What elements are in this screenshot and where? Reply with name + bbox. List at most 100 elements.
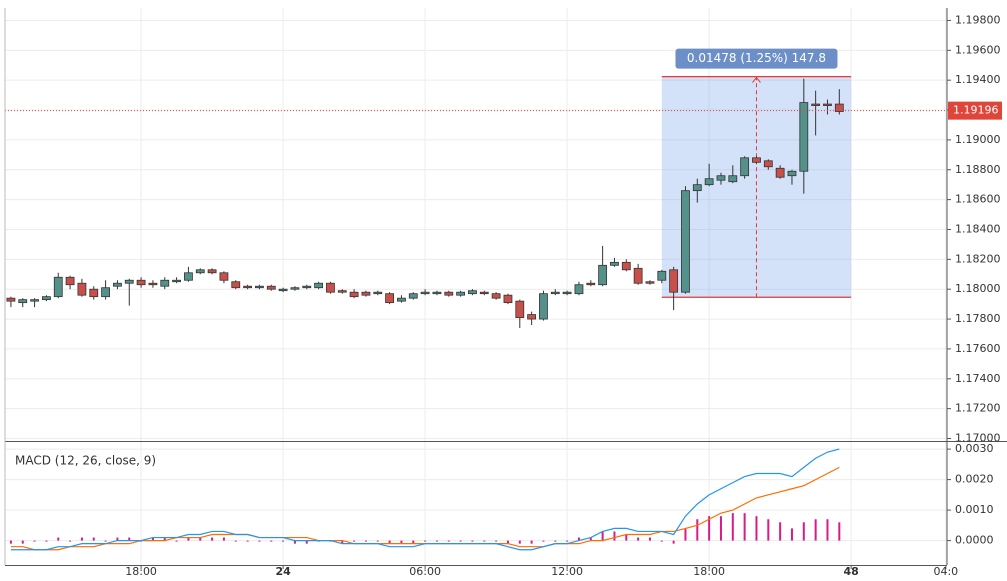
histogram-bar xyxy=(353,540,356,542)
marks-layer: 0.01478 (1.25%) 147.8 xyxy=(5,48,947,551)
candle-body xyxy=(621,261,631,271)
candle-body xyxy=(787,170,797,177)
histogram-bar xyxy=(282,540,285,542)
candle-body xyxy=(385,293,395,304)
candle-body xyxy=(337,290,347,293)
candle-body xyxy=(30,299,39,302)
candle-body xyxy=(349,291,359,298)
histogram-bar xyxy=(80,537,83,541)
y-tick-label: 0.0010 xyxy=(955,503,994,516)
candle-body xyxy=(539,293,548,320)
histogram-bar xyxy=(731,513,734,541)
y-tick-label: 1.18200 xyxy=(955,252,1001,265)
histogram-bar xyxy=(341,540,344,544)
candle-body xyxy=(503,294,513,304)
candle-body xyxy=(598,264,608,286)
candle-body xyxy=(527,314,537,320)
histogram-bar xyxy=(814,519,817,541)
y-tick-label: 1.18800 xyxy=(955,163,1001,176)
candle-body xyxy=(432,291,442,295)
histogram-bar xyxy=(530,540,533,544)
histogram-bar xyxy=(234,540,237,542)
y-tick-label: 1.17600 xyxy=(955,342,1001,355)
histogram-bar xyxy=(838,522,841,541)
candle-body xyxy=(266,285,276,290)
histogram-bar xyxy=(648,537,651,541)
candle-body xyxy=(136,279,146,286)
candle-body xyxy=(633,267,643,284)
histogram-bar xyxy=(542,540,545,542)
histogram-bar xyxy=(435,540,438,542)
y-tick-label: 1.19800 xyxy=(955,13,1001,26)
candle-body xyxy=(456,291,466,296)
y-tick-label: 0.0020 xyxy=(955,473,994,486)
histogram-bar xyxy=(33,540,36,542)
grid-layer xyxy=(5,8,951,569)
histogram-bar xyxy=(589,537,592,541)
histogram-bar xyxy=(459,540,462,542)
histogram-bar xyxy=(104,540,107,542)
histogram-bar xyxy=(69,540,72,542)
histogram-bar xyxy=(554,540,557,542)
histogram-bar xyxy=(790,528,793,541)
candle-body xyxy=(77,282,87,296)
histogram-bar xyxy=(9,540,12,544)
candle-body xyxy=(124,279,134,284)
y-tick-label: 0.0000 xyxy=(955,534,994,547)
candle-body xyxy=(823,103,832,106)
y-tick-label: 1.17200 xyxy=(955,402,1001,415)
histogram-bar xyxy=(293,540,296,544)
candle-body xyxy=(716,175,726,181)
y-tick-label: 1.17400 xyxy=(955,372,1001,385)
measure-arrow-head xyxy=(752,76,761,83)
candle-body xyxy=(184,272,193,281)
candle-body xyxy=(42,296,51,301)
x-tick-label: 06:00 xyxy=(409,565,441,578)
y-tick-label: 1.18600 xyxy=(955,193,1001,206)
candle-body xyxy=(231,281,241,289)
histogram-bar xyxy=(199,537,202,541)
histogram-bar xyxy=(128,537,131,541)
y-tick-label: 1.18400 xyxy=(955,222,1001,235)
measure-label-box xyxy=(675,48,838,69)
x-tick-label: 04:0 xyxy=(933,565,958,578)
histogram-bar xyxy=(45,540,48,542)
candle-body xyxy=(172,279,181,283)
histogram-bar xyxy=(613,531,616,541)
candle-body xyxy=(704,178,714,186)
histogram-bar xyxy=(755,516,758,541)
histogram-bar xyxy=(684,528,687,541)
candle-body xyxy=(610,261,619,266)
candle-body xyxy=(408,293,418,299)
histogram-bar xyxy=(151,537,154,541)
y-tick-label: 1.17000 xyxy=(955,432,1001,445)
candle-body xyxy=(420,291,430,295)
candle-body xyxy=(6,297,16,302)
candle-body xyxy=(302,285,312,289)
candle-body xyxy=(290,287,300,290)
candle-body xyxy=(219,272,229,281)
histogram-bar xyxy=(187,537,190,541)
candle-body xyxy=(834,103,844,112)
candle-body xyxy=(479,291,489,295)
histogram-bar xyxy=(660,540,663,542)
histogram-bar xyxy=(518,540,521,544)
candle-body xyxy=(160,279,170,287)
x-tick-label: 24 xyxy=(275,565,291,578)
histogram-bar xyxy=(577,537,580,541)
last-price-label: 1.19196 xyxy=(953,104,999,117)
candle-body xyxy=(681,190,690,293)
candle-body xyxy=(278,288,288,292)
y-tick-label: 0.0030 xyxy=(955,442,994,455)
histogram-bar xyxy=(258,540,261,542)
candle-body xyxy=(574,284,584,295)
histogram-bar xyxy=(246,540,249,542)
candle-body xyxy=(692,184,702,192)
histogram-bar xyxy=(57,537,60,541)
candle-body xyxy=(53,276,63,298)
candle-body xyxy=(468,290,477,295)
candle-body xyxy=(89,288,99,298)
candle-body xyxy=(195,269,205,274)
histogram-bar xyxy=(506,540,509,544)
